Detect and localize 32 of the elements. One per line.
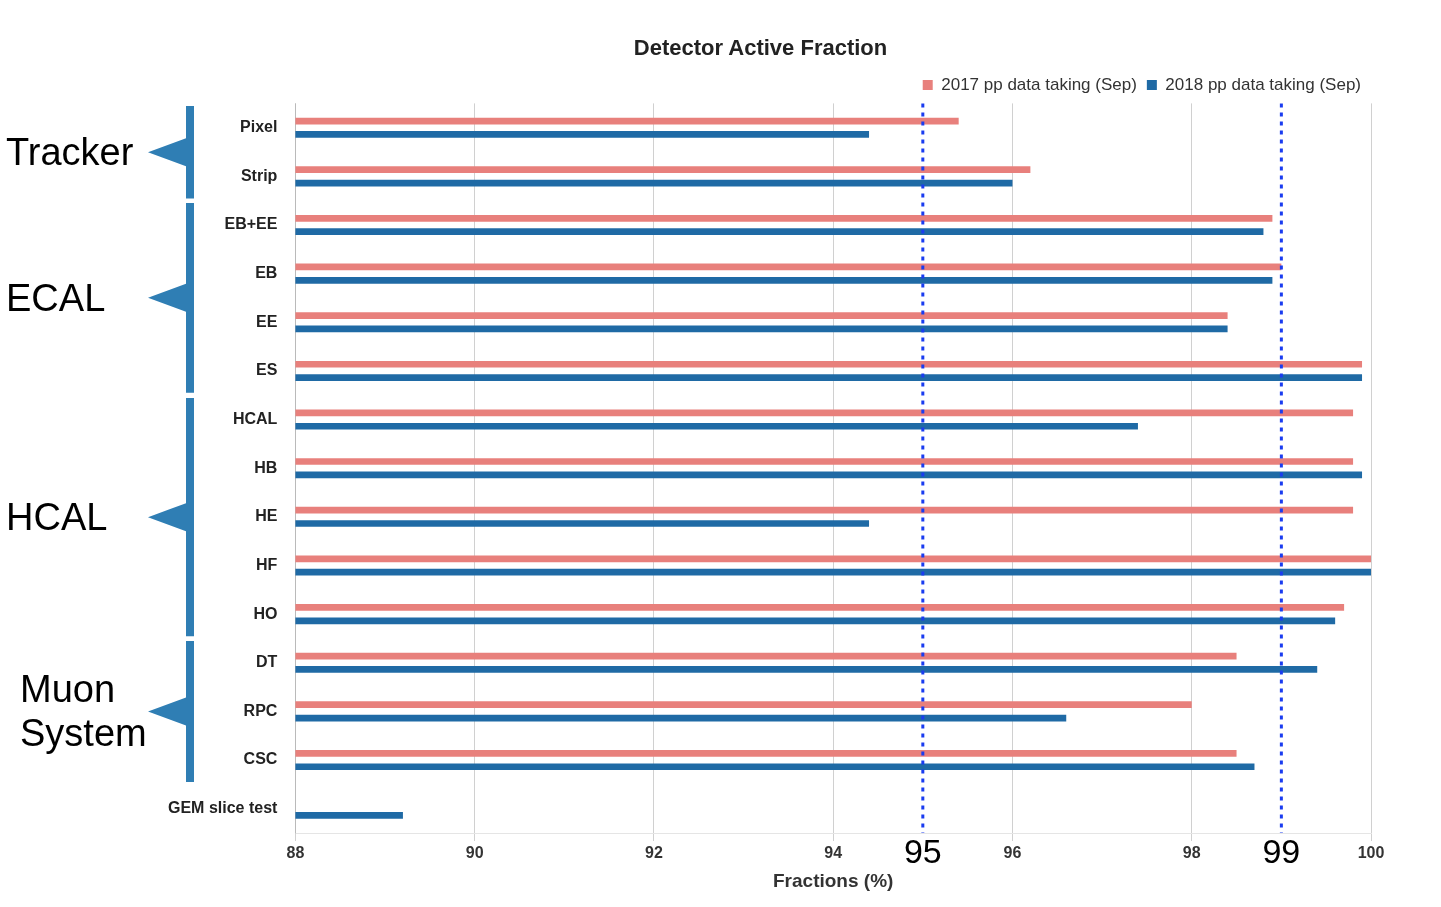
text: Tracker [6,130,135,175]
legend-label: 2017 pp data taking (Sep) [941,74,1137,94]
x-tick-label: 88 [286,844,305,862]
x-tick-label: 94 [824,844,843,862]
y-tick-label: RPC [243,701,278,719]
text: ECAL [6,275,107,320]
ref-line-label: 95 [903,832,942,871]
y-tick-label: ES [256,361,278,379]
y-tick-label: HO [253,604,278,622]
x-tick-label: 100 [1357,844,1385,862]
y-tick-label: EE [256,312,278,330]
text: Muon System [20,667,148,756]
y-tick-label: HCAL [232,409,278,427]
x-tick-label: 90 [465,844,484,862]
y-tick-label: DT [256,653,278,671]
y-tick-label: Pixel [240,118,278,136]
x-tick-label: 98 [1182,844,1201,862]
text: HCAL [6,494,109,539]
y-tick-label: HF [256,555,278,573]
y-tick-label: GEM slice test [168,799,279,817]
y-tick-label: CSC [243,750,278,768]
x-tick-label: 96 [1003,844,1022,862]
x-axis-title: Fractions (%) [773,869,894,891]
x-tick-label: 92 [645,844,663,862]
y-tick-label: EB+EE [224,215,278,233]
ref-line-label: 99 [1262,832,1301,871]
y-tick-label: HE [255,507,278,525]
legend-label: 2018 pp data taking (Sep) [1165,74,1362,94]
y-tick-label: Strip [240,166,278,184]
y-tick-label: HB [254,458,278,476]
y-tick-label: EB [255,264,278,282]
chart-title: Detector Active Fraction [633,35,888,61]
